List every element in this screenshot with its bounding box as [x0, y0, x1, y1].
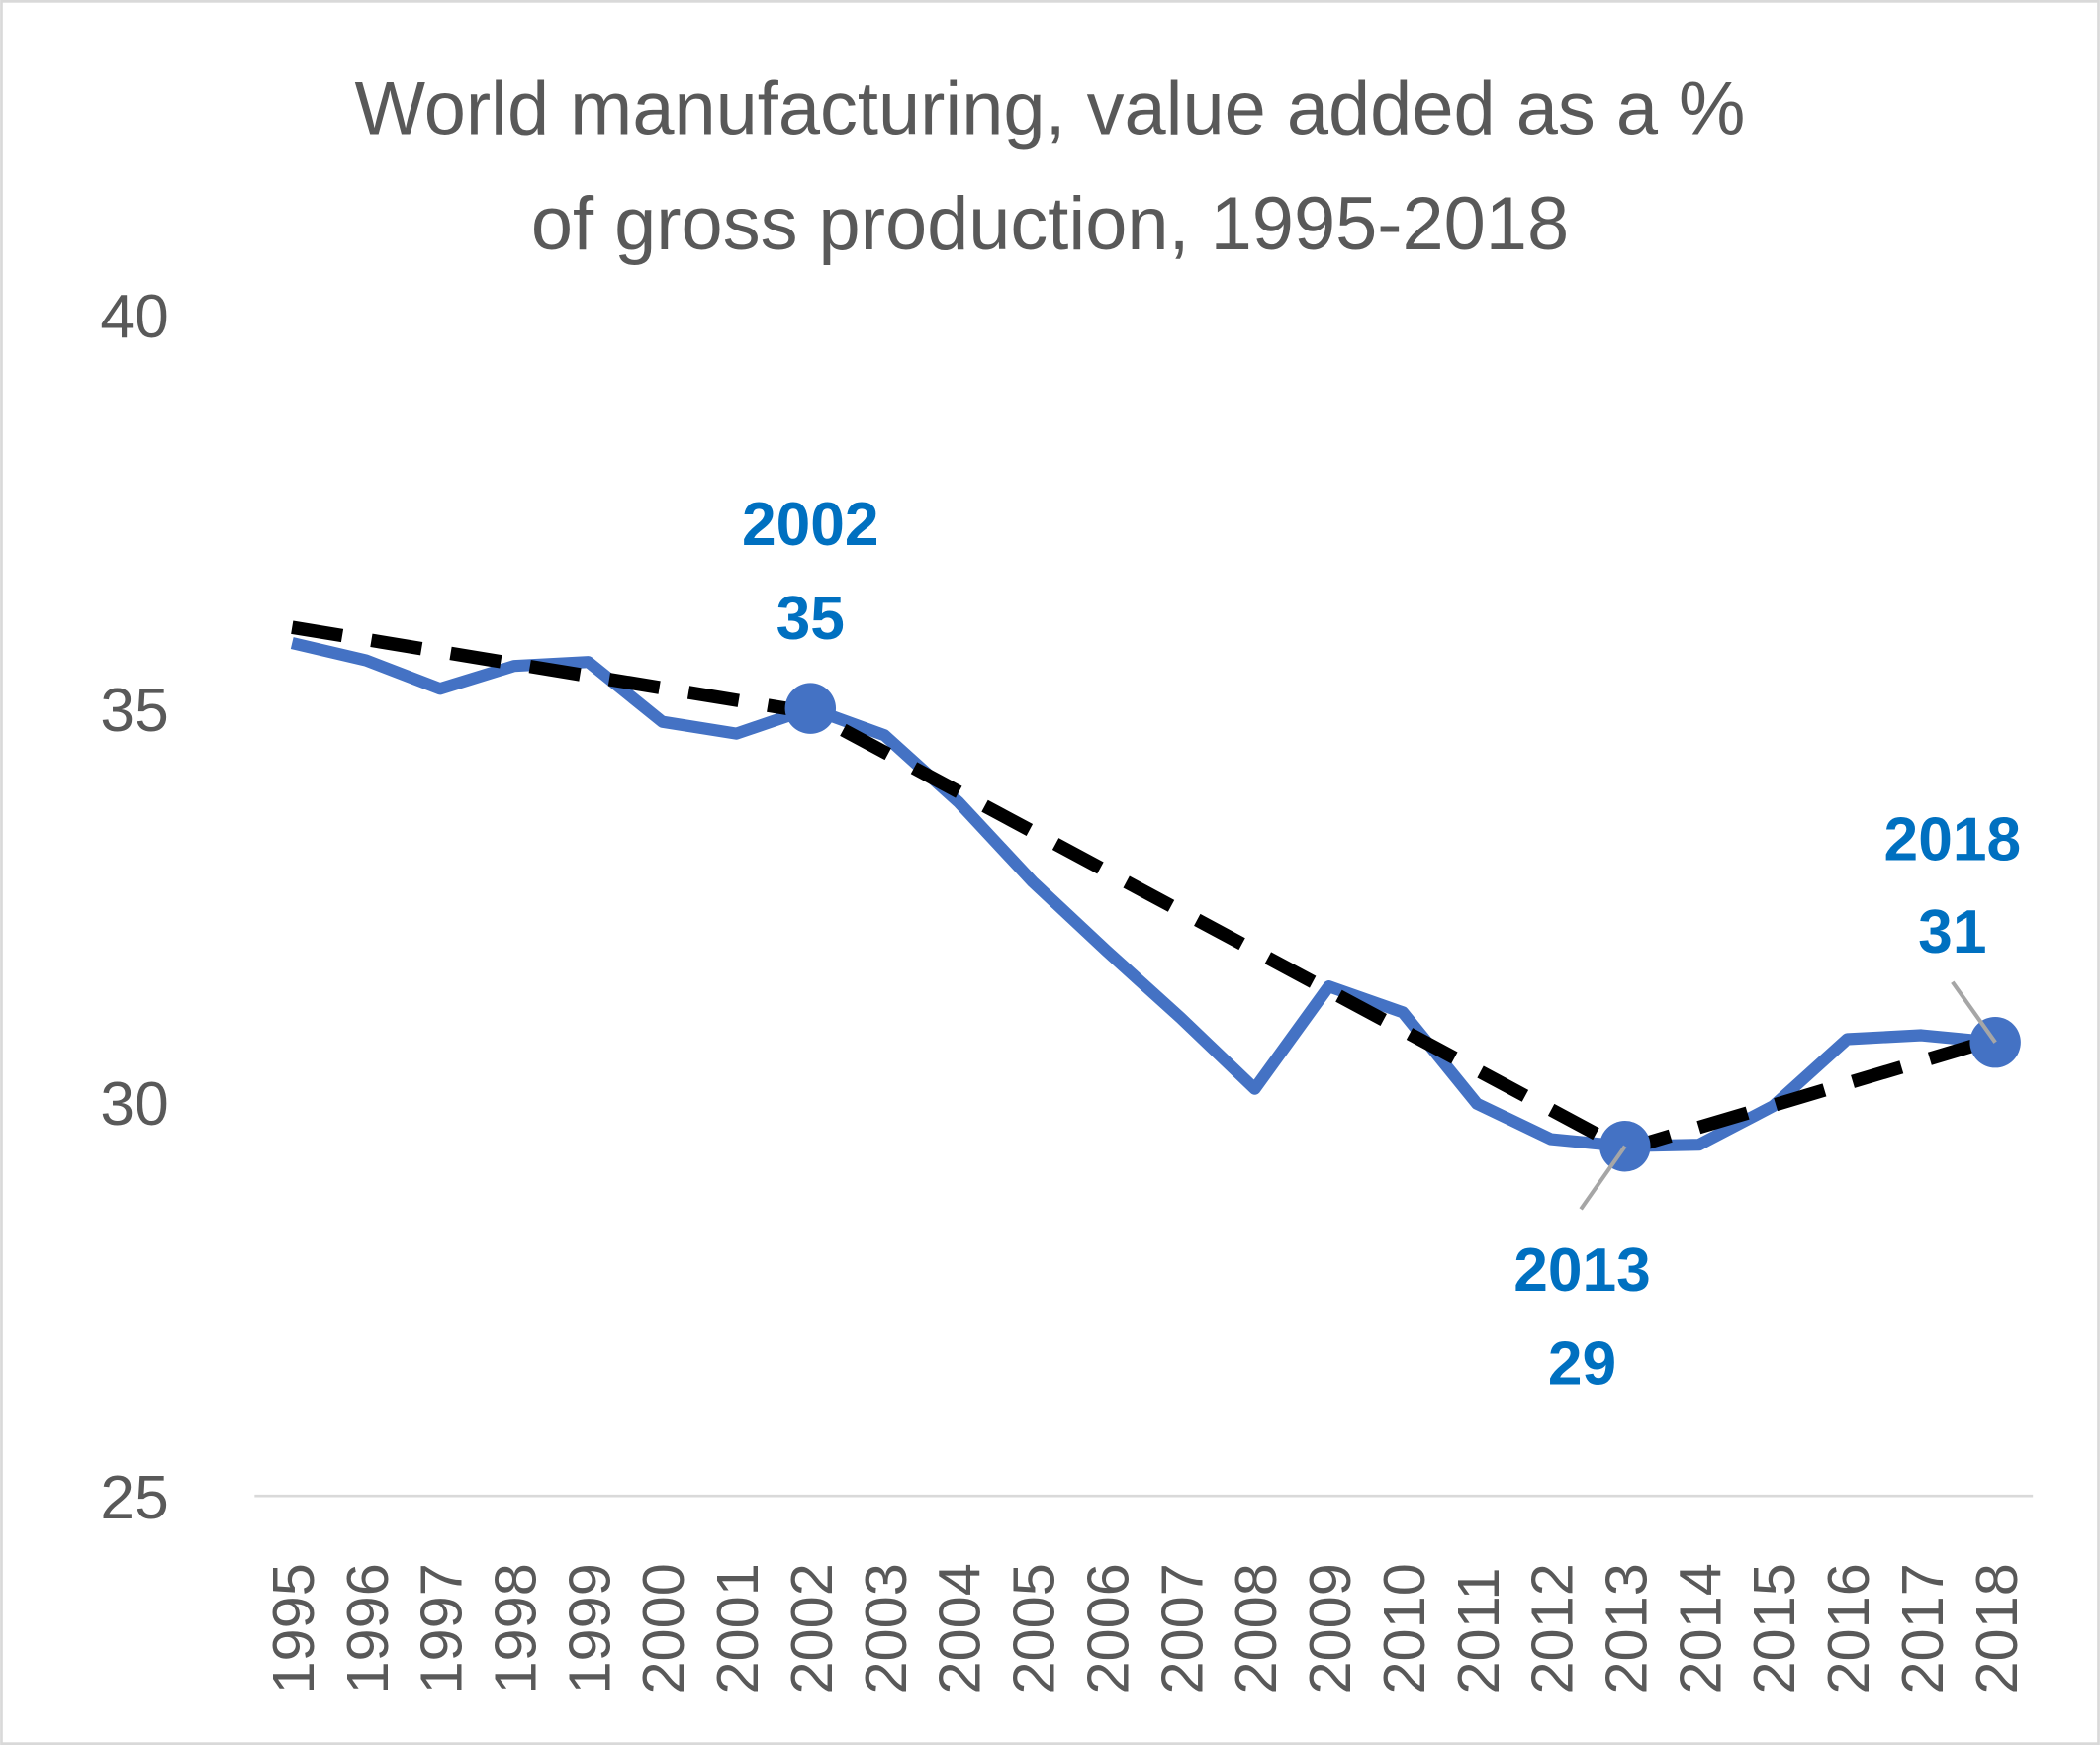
x-tick-label: 2000: [630, 1563, 696, 1694]
highlight-marker: [784, 683, 837, 734]
y-tick-label: 40: [100, 283, 168, 351]
series-line: [290, 637, 1996, 1152]
x-tick-label: 2001: [704, 1563, 771, 1694]
x-tick-label: 2008: [1223, 1563, 1289, 1694]
trend-line: [291, 620, 1998, 1157]
x-tick-label: 2016: [1815, 1563, 1881, 1694]
x-tick-label: 2018: [1963, 1563, 2030, 1694]
annotation-value: 31: [1918, 898, 1986, 966]
x-tick-label: 1999: [556, 1563, 622, 1694]
x-tick-label: 2017: [1889, 1563, 1956, 1694]
leader-line: [1579, 1145, 1627, 1211]
x-tick-label: 2006: [1074, 1563, 1141, 1694]
x-tick-label: 2014: [1667, 1563, 1733, 1694]
x-tick-label: 1997: [409, 1563, 475, 1694]
x-tick-label: 2005: [1001, 1563, 1067, 1694]
leader-line: [1951, 980, 1997, 1044]
annotation-value: 35: [776, 585, 845, 653]
y-tick-label: 35: [100, 677, 168, 745]
x-tick-label: 2004: [927, 1563, 993, 1694]
x-tick-label: 1998: [483, 1563, 549, 1694]
annotation-value: 29: [1548, 1331, 1616, 1399]
x-tick-label: 2015: [1741, 1563, 1807, 1694]
x-tick-label: 2010: [1371, 1563, 1437, 1694]
x-tick-label: 2002: [778, 1563, 845, 1694]
x-tick-label: 2003: [853, 1563, 919, 1694]
x-tick-label: 2011: [1445, 1567, 1511, 1694]
annotation-year: 2002: [742, 491, 879, 559]
x-tick-label: 2013: [1593, 1563, 1659, 1694]
x-tick-label: 2007: [1148, 1563, 1215, 1694]
annotation-year: 2018: [1884, 806, 2022, 874]
x-tick-label: 1995: [260, 1563, 326, 1694]
chart-title-line-2: of gross production, 1995-2018: [531, 182, 1569, 266]
annotation-year: 2013: [1513, 1237, 1651, 1305]
x-tick-label: 1996: [334, 1563, 401, 1694]
y-tick-label: 25: [100, 1464, 168, 1532]
y-tick-label: 30: [100, 1070, 168, 1139]
x-tick-label: 2012: [1519, 1563, 1586, 1694]
chart-title-line-1: World manufacturing, value added as a %: [355, 66, 1746, 150]
x-tick-label: 2009: [1297, 1563, 1363, 1694]
